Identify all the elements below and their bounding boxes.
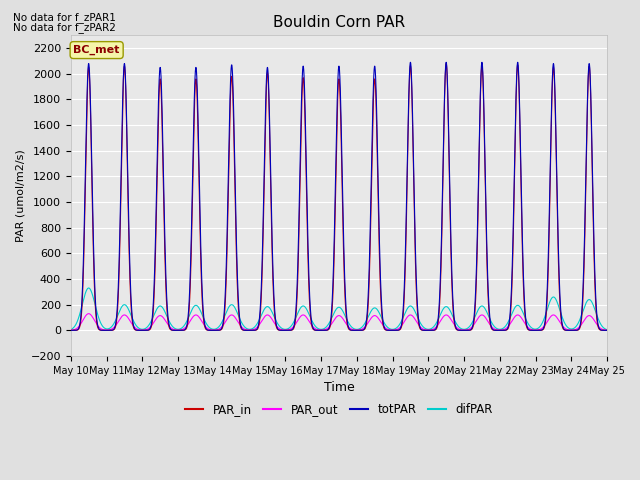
Y-axis label: PAR (umol/m2/s): PAR (umol/m2/s)	[15, 149, 25, 242]
Text: No data for f_zPAR2: No data for f_zPAR2	[13, 22, 116, 33]
Legend: PAR_in, PAR_out, totPAR, difPAR: PAR_in, PAR_out, totPAR, difPAR	[180, 398, 497, 420]
Title: Bouldin Corn PAR: Bouldin Corn PAR	[273, 15, 405, 30]
Text: No data for f_zPAR1: No data for f_zPAR1	[13, 12, 116, 23]
Text: BC_met: BC_met	[74, 45, 120, 55]
X-axis label: Time: Time	[324, 381, 355, 394]
